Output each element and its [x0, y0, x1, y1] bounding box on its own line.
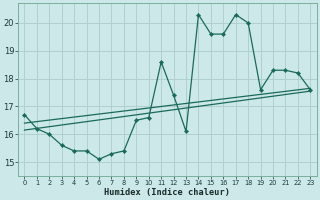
X-axis label: Humidex (Indice chaleur): Humidex (Indice chaleur) — [104, 188, 230, 197]
